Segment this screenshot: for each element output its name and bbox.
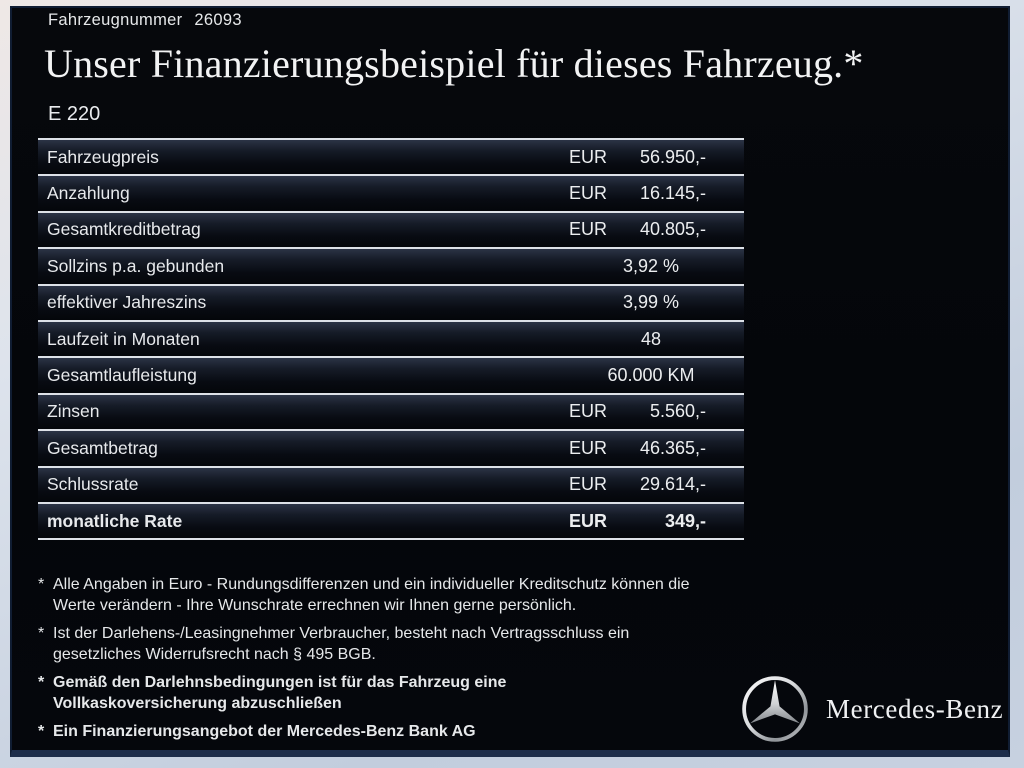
- row-value: EUR 29.614,-: [564, 468, 744, 502]
- page-title: Unser Finanzierungsbeispiel für dieses F…: [44, 41, 864, 86]
- row-value: 3,92 %: [564, 249, 744, 283]
- amount-value: 16.145,-: [639, 183, 706, 204]
- mercedes-star-icon: [742, 676, 808, 742]
- row-value: EUR 349,-: [564, 504, 744, 538]
- row-label: effektiver Jahreszins: [47, 292, 207, 313]
- amount-value: 29.614,-: [639, 474, 706, 495]
- row-label: Anzahlung: [47, 183, 130, 204]
- amount-value: 3,92 %: [622, 255, 680, 276]
- table-row: effektiver Jahreszins 3,99 %: [38, 283, 744, 320]
- currency-label: EUR: [569, 183, 608, 204]
- currency-label: EUR: [569, 401, 608, 422]
- footnote: * Alle Angaben in Euro - Rundungsdiffere…: [38, 574, 738, 616]
- row-label: Zinsen: [47, 401, 100, 422]
- table-row: Sollzins p.a. gebunden 3,92 %: [38, 247, 744, 284]
- row-value: 60.000 KM: [564, 358, 744, 392]
- amount-value: 349,-: [664, 510, 706, 531]
- footnote: * Gemäß den Darlehnsbedingungen ist für …: [38, 672, 738, 714]
- brand-logo: Mercedes-Benz: [737, 670, 1003, 748]
- footnote-text: Ist der Darlehens-/Leasingnehmer Verbrau…: [53, 625, 630, 663]
- row-value: EUR 56.950,-: [564, 140, 744, 174]
- vehicle-number: Fahrzeugnummer 26093: [48, 11, 242, 30]
- row-label: Gesamtlaufleistung: [47, 365, 197, 386]
- footnote-marker: *: [38, 625, 45, 642]
- footnote-text: Ein Finanzierungsangebot der Mercedes-Be…: [53, 723, 476, 740]
- footnotes: * Alle Angaben in Euro - Rundungsdiffere…: [38, 574, 738, 749]
- row-label: Schlussrate: [47, 474, 139, 495]
- amount-value: 40.805,-: [639, 219, 706, 240]
- row-label: Gesamtbetrag: [47, 437, 158, 458]
- row-label: Sollzins p.a. gebunden: [47, 255, 225, 276]
- table-row: Schlussrate EUR 29.614,-: [38, 465, 744, 502]
- table-row-monthly-rate: monatliche Rate EUR 349,-: [38, 501, 744, 539]
- table-row: Zinsen EUR 5.560,-: [38, 392, 744, 430]
- amount-value: 60.000 KM: [607, 365, 695, 386]
- row-value: EUR 40.805,-: [564, 213, 744, 247]
- vehicle-model: E 220: [48, 103, 101, 125]
- amount-value: 3,99 %: [622, 292, 680, 313]
- footnote-marker: *: [38, 576, 45, 593]
- row-label: Laufzeit in Monaten: [47, 328, 200, 349]
- footnote: * Ein Finanzierungsangebot der Mercedes-…: [38, 721, 738, 742]
- table-row: Gesamtbetrag EUR 46.365,-: [38, 429, 744, 466]
- row-label: Gesamtkreditbetrag: [47, 219, 201, 240]
- row-label: monatliche Rate: [47, 510, 183, 531]
- footnote-marker: *: [38, 723, 45, 740]
- row-value: EUR 16.145,-: [564, 176, 744, 210]
- row-value: EUR 5.560,-: [564, 395, 744, 429]
- amount-value: 48: [640, 328, 662, 349]
- footnote-text: Gemäß den Darlehnsbedingungen ist für da…: [53, 674, 507, 712]
- table-row: Laufzeit in Monaten 48: [38, 319, 744, 357]
- table-row: Gesamtlaufleistung 60.000 KM: [38, 356, 744, 393]
- currency-label: EUR: [569, 146, 608, 167]
- footnote: * Ist der Darlehens-/Leasingnehmer Verbr…: [38, 623, 738, 665]
- amount-value: 56.950,-: [639, 146, 706, 167]
- brand-wordmark: Mercedes-Benz: [826, 693, 1004, 724]
- row-value: 48: [564, 322, 744, 356]
- row-value: 3,99 %: [564, 286, 744, 320]
- currency-label: EUR: [569, 474, 608, 495]
- row-value: EUR 46.365,-: [564, 431, 744, 465]
- currency-label: EUR: [569, 437, 608, 458]
- row-label: Fahrzeugpreis: [47, 146, 159, 167]
- footnote-marker: *: [38, 674, 45, 691]
- currency-label: EUR: [569, 219, 608, 240]
- amount-value: 46.365,-: [639, 437, 706, 458]
- vehicle-number-value: 26093: [194, 11, 242, 29]
- footnote-text: Alle Angaben in Euro - Rundungsdifferenz…: [53, 576, 690, 614]
- financing-table: Fahrzeugpreis EUR 56.950,- Anzahlung EUR…: [38, 138, 744, 541]
- vehicle-number-label: Fahrzeugnummer: [48, 11, 183, 29]
- currency-label: EUR: [569, 510, 608, 531]
- table-row: Anzahlung EUR 16.145,-: [38, 174, 744, 211]
- amount-value: 5.560,-: [649, 401, 706, 422]
- finance-panel: Fahrzeugnummer 26093 Unser Finanzierungs…: [10, 6, 1010, 757]
- table-row: Gesamtkreditbetrag EUR 40.805,-: [38, 210, 744, 248]
- table-row: Fahrzeugpreis EUR 56.950,-: [38, 138, 744, 175]
